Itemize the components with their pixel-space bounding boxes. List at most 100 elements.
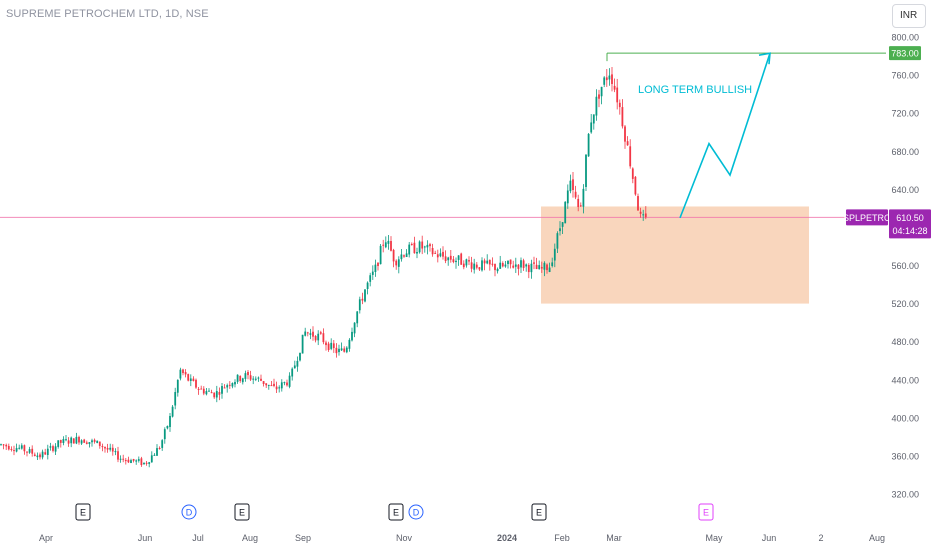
candle-body xyxy=(215,391,218,398)
candle-body xyxy=(156,448,158,456)
candle-body xyxy=(574,191,577,198)
candle-body xyxy=(202,388,205,394)
candle-body xyxy=(234,381,236,385)
candle-body xyxy=(538,265,541,270)
candle-body xyxy=(592,114,595,124)
candle-body xyxy=(397,259,400,267)
candle-body xyxy=(78,436,80,443)
candle-body xyxy=(478,267,481,270)
candle-body xyxy=(319,332,322,334)
candle-body xyxy=(270,385,273,387)
candle-body xyxy=(457,255,460,260)
price-axis-tick: 760.00 xyxy=(891,71,919,81)
candle-body xyxy=(257,377,260,379)
candle-body xyxy=(54,446,57,452)
candle-body xyxy=(395,260,398,266)
candle-body xyxy=(93,439,96,442)
demand-zone[interactable] xyxy=(541,206,809,304)
currency-button[interactable]: INR xyxy=(892,4,926,28)
candle-body xyxy=(247,371,249,376)
candle-body xyxy=(556,233,559,249)
dividend-marker-circle xyxy=(181,504,197,520)
candle-body xyxy=(442,251,444,257)
earnings-marker[interactable]: E xyxy=(388,503,404,521)
candle-body xyxy=(595,96,598,116)
candle-body xyxy=(309,333,312,335)
candle-body xyxy=(413,242,416,254)
candle-body xyxy=(439,253,442,257)
marker-label: E xyxy=(239,508,245,518)
candle-body xyxy=(377,262,379,267)
earnings-marker[interactable]: E xyxy=(698,503,714,521)
candle-body xyxy=(486,260,489,264)
candle-body xyxy=(65,439,67,441)
candle-body xyxy=(501,263,504,267)
annotation-text[interactable]: LONG TERM BULLISH xyxy=(638,84,752,96)
candle-body xyxy=(507,260,509,265)
candle-body xyxy=(280,382,283,389)
earnings-marker-box xyxy=(388,503,404,521)
candle-body xyxy=(192,378,195,381)
candle-body xyxy=(483,260,486,264)
candle-body xyxy=(618,102,621,108)
time-axis-label: Jun xyxy=(138,533,153,543)
candle-body xyxy=(577,198,580,207)
marker-label: D xyxy=(186,508,193,518)
dividend-marker[interactable]: D xyxy=(408,504,424,520)
candle-body xyxy=(119,458,122,460)
candle-body xyxy=(387,240,390,244)
candle-body xyxy=(104,446,106,449)
candle-body xyxy=(163,429,166,440)
candle-body xyxy=(166,425,169,429)
candle-body xyxy=(608,75,611,80)
target-price-label: 783.00 xyxy=(891,49,919,59)
candle-body xyxy=(88,442,91,444)
symbol-badge[interactable]: SPLPETRO xyxy=(843,213,891,223)
candle-body xyxy=(182,369,184,374)
candle-body xyxy=(429,244,431,247)
candle-body xyxy=(314,335,317,341)
price-axis-tick: 520.00 xyxy=(891,299,919,309)
earnings-marker[interactable]: E xyxy=(234,503,250,521)
price-axis-tick: 800.00 xyxy=(891,33,919,43)
candle-body xyxy=(148,462,151,464)
candle-body xyxy=(621,107,624,127)
candle-body xyxy=(221,386,223,394)
candle-body xyxy=(223,387,226,389)
candle-body xyxy=(330,342,333,349)
candle-body xyxy=(7,445,10,450)
candle-body xyxy=(18,447,21,449)
candle-body xyxy=(171,406,174,417)
candle-body xyxy=(624,126,626,142)
candle-body xyxy=(231,383,234,387)
earnings-marker[interactable]: E xyxy=(531,503,547,521)
candle-body xyxy=(335,347,338,354)
candle-body xyxy=(587,133,590,157)
candle-body xyxy=(637,196,639,211)
candle-body xyxy=(49,446,52,448)
projection-arrow[interactable] xyxy=(679,52,771,219)
marker-label: E xyxy=(536,508,542,518)
earnings-marker[interactable]: E xyxy=(75,503,91,521)
price-axis-tick: 720.00 xyxy=(891,109,919,119)
candle-body xyxy=(356,311,359,324)
dividend-marker[interactable]: D xyxy=(181,504,197,520)
candle-body xyxy=(475,264,478,268)
candle-body xyxy=(179,369,182,379)
candle-body xyxy=(600,86,603,97)
candle-body xyxy=(546,264,548,271)
time-axis-label: Jul xyxy=(192,533,204,543)
candle-body xyxy=(631,168,634,179)
candle-body xyxy=(364,289,366,302)
candle-body xyxy=(530,263,533,273)
candle-body xyxy=(46,448,49,455)
candle-body xyxy=(312,331,314,337)
candle-body xyxy=(449,255,452,260)
candle-body xyxy=(499,262,502,269)
price-axis-tick: 320.00 xyxy=(891,490,919,500)
candle-body xyxy=(431,248,434,255)
candle-body xyxy=(283,382,286,384)
time-axis-label: 2 xyxy=(818,533,823,543)
